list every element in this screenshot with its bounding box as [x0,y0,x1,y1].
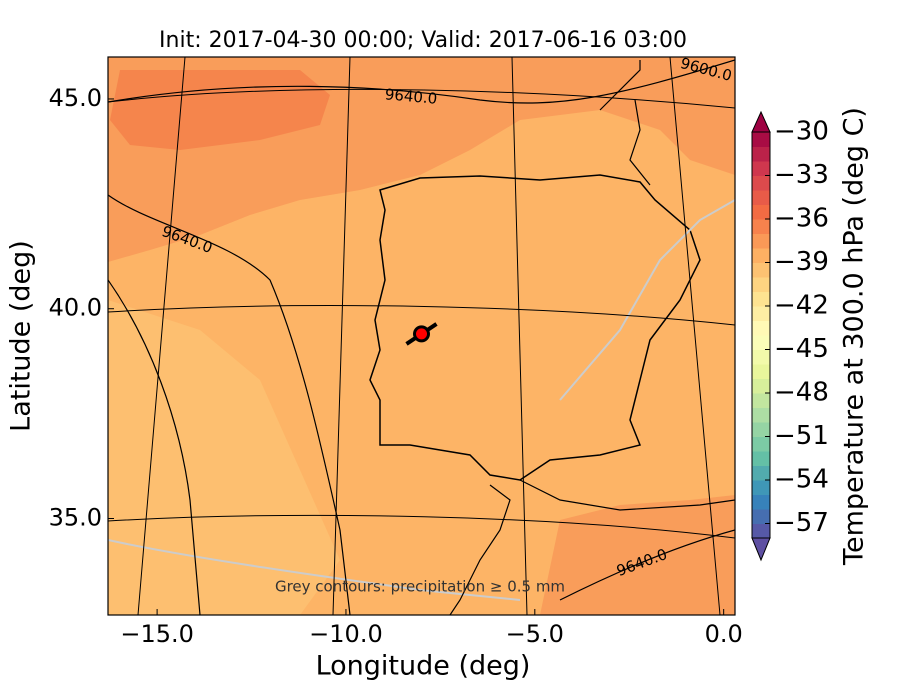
colorbar-band [752,393,770,408]
colorbar-band [752,132,770,147]
height-contour [108,59,735,104]
colorbar-band [752,523,770,539]
precip-contour [559,199,735,401]
precip-contour [108,539,521,601]
x-axis-label: Longitude (deg) [316,651,531,682]
france-coastline [599,60,651,186]
plot-frame [107,56,736,616]
height-contour [559,529,735,601]
x-tick-label: −5.0 [506,620,564,648]
graticule [108,88,735,539]
colorbar-band [752,161,770,176]
colorbar-band [752,306,770,321]
colorbar-band [752,146,770,162]
colorbar-band [752,509,770,524]
colorbar-tick-label: −42 [774,291,829,321]
note: Grey contours: precipitation ≥ 0.5 mm [275,578,565,596]
colorbar-tick-label: −45 [774,334,829,364]
y-axis-label: Latitude (deg) [6,240,37,432]
africa-coastline [449,479,735,615]
y-tick-label: 45.0 [49,84,102,112]
colorbar-extend [751,537,771,562]
y-tick-label: 40.0 [49,294,102,322]
colorbar-band [752,175,770,191]
location-marker [413,325,430,343]
height-contour [108,279,201,615]
colorbar-band [752,436,770,452]
height-contour [108,194,351,615]
warm-patch [540,495,735,615]
colorbar-tick-label: −48 [774,378,829,408]
colorbar-band [752,480,770,495]
colorbar-band [752,219,770,234]
colorbar-band [752,451,770,466]
colorbar-extend [751,110,771,133]
colorbar-band [752,190,770,205]
colorbar-band [752,422,770,437]
colorbar-tick-label: −54 [774,465,829,495]
colorbar-tick-label: −39 [774,247,829,277]
colorbar-band [752,320,770,336]
colorbar-band [752,378,770,394]
colorbar-tick-label: −30 [774,117,829,147]
graticule [137,57,721,615]
cool-patch [108,300,340,615]
colorbar-band [752,233,770,249]
colorbar-band [752,248,770,263]
colorbar-band [752,291,770,307]
colorbar-band [752,465,770,481]
colorbar-band [752,364,770,379]
colorbar-label: Temperature at 300.0 hPa (deg C) [839,107,870,566]
map [108,57,735,615]
iberia-coastline [369,174,701,481]
warm-patch [110,70,330,150]
title: Init: 2017-04-30 00:00; Valid: 2017-06-1… [159,28,687,53]
colorbar-band [752,262,770,278]
colorbar-band [752,204,770,220]
colorbar-band [752,335,770,350]
contour-label: 9640.0 [384,85,438,108]
x-tick-label: −10.0 [309,620,383,648]
y-tick-label: 35.0 [49,504,102,532]
colorbar-band [752,494,770,510]
colorbar-tick-label: −36 [774,204,829,234]
colorbar-band [752,407,770,423]
x-tick-label: −15.0 [120,620,194,648]
colorbar-tick-label: −33 [774,160,829,190]
colorbar-frame [751,131,771,539]
colorbar-band [752,349,770,365]
colorbar-band [752,277,770,292]
colorbar-tick-label: −51 [774,421,829,451]
colorbar-tick-label: −57 [774,508,829,538]
x-tick-label: 0.0 [705,620,743,648]
